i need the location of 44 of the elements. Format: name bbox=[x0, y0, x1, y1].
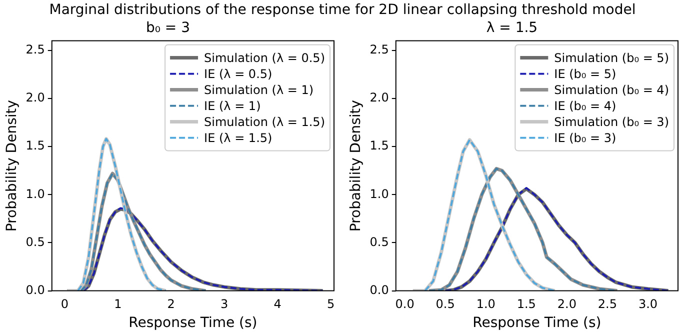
y-tick-label: 1.0 bbox=[370, 186, 389, 201]
legend-label: Simulation (b₀ = 3) bbox=[554, 114, 669, 129]
y-tick-label: 1.5 bbox=[26, 138, 45, 153]
x-tick-label: 1 bbox=[114, 297, 122, 312]
y-tick-label: 1.5 bbox=[370, 138, 389, 153]
x-tick-label: 3 bbox=[220, 297, 228, 312]
y-tick-label: 1.0 bbox=[26, 186, 45, 201]
x-tick-label: 5 bbox=[326, 297, 335, 312]
y-axis-title: Probability Density bbox=[4, 100, 20, 232]
y-tick-label: 2.0 bbox=[370, 90, 389, 105]
x-tick-label: 0.0 bbox=[395, 297, 414, 312]
chart-subtitle: b₀ = 3 bbox=[146, 20, 190, 36]
x-tick-label: 1.0 bbox=[476, 297, 496, 312]
y-tick-label: 0.0 bbox=[26, 282, 45, 297]
legend-label: IE (b₀ = 5) bbox=[554, 66, 616, 81]
x-tick-label: 0.5 bbox=[436, 297, 455, 312]
legend-label: IE (λ = 0.5) bbox=[204, 66, 272, 81]
y-axis-title: Probability Density bbox=[348, 100, 364, 232]
x-tick-label: 3.0 bbox=[638, 297, 658, 312]
x-tick-label: 2 bbox=[167, 297, 175, 312]
chart-title: Marginal distributions of the response time for 2D linear collapsing threshold model bbox=[48, 1, 637, 20]
legend-label: IE (λ = 1.5) bbox=[204, 130, 272, 145]
legend-label: IE (b₀ = 4) bbox=[554, 98, 616, 113]
legend-label: IE (b₀ = 3) bbox=[554, 130, 616, 145]
x-tick-label: 0 bbox=[60, 297, 68, 312]
y-tick-label: 2.0 bbox=[26, 90, 45, 105]
y-tick-label: 0.0 bbox=[370, 282, 389, 297]
x-axis-title: Response Time (s) bbox=[128, 315, 258, 332]
x-tick-label: 2.5 bbox=[598, 297, 618, 312]
legend-label: Simulation (b₀ = 5) bbox=[554, 50, 669, 65]
legend-label: Simulation (λ = 1) bbox=[204, 82, 314, 97]
legend-label: IE (λ = 1) bbox=[204, 98, 261, 113]
y-tick-label: 2.5 bbox=[370, 42, 389, 57]
x-tick-label: 1.5 bbox=[516, 297, 536, 312]
legend-label: Simulation (λ = 1.5) bbox=[204, 114, 325, 129]
legend-label: Simulation (λ = 0.5) bbox=[204, 50, 325, 65]
x-tick-label: 4 bbox=[274, 297, 282, 312]
legend-label: Simulation (b₀ = 4) bbox=[554, 82, 669, 97]
y-tick-label: 2.5 bbox=[26, 42, 45, 57]
y-tick-label: 0.5 bbox=[370, 234, 389, 249]
x-tick-label: 2.0 bbox=[557, 297, 576, 312]
y-tick-label: 0.5 bbox=[26, 234, 45, 249]
chart-subtitle: λ = 1.5 bbox=[486, 20, 538, 36]
x-axis-title: Response Time (s) bbox=[472, 315, 602, 332]
